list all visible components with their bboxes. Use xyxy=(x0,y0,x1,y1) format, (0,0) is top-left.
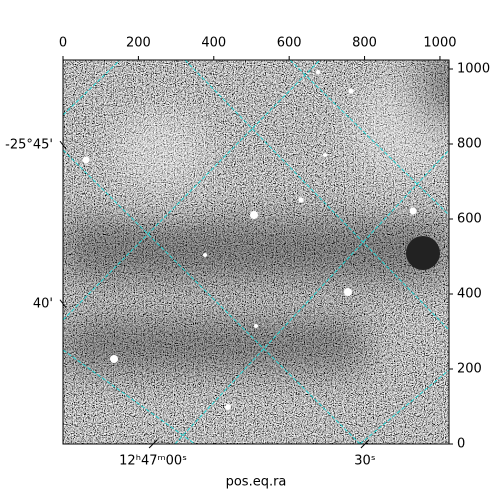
y-tick-label: 0 xyxy=(457,437,465,452)
x-tick-label: 400 xyxy=(201,36,226,51)
dec-tick-label: -25°45' xyxy=(5,138,53,153)
coordinate-grid xyxy=(63,60,449,444)
y-tick-label: 200 xyxy=(457,362,482,377)
x-tick-label: 0 xyxy=(59,36,67,51)
x-tick-label: 200 xyxy=(126,36,151,51)
y-tick-label: 600 xyxy=(457,212,482,227)
y-tick-label: 400 xyxy=(457,287,482,302)
x-tick-label: 1000 xyxy=(423,36,456,51)
y-tick-label: 1000 xyxy=(457,62,490,77)
ra-tick xyxy=(360,439,370,449)
sky-image xyxy=(63,60,449,444)
x-tick-label: 800 xyxy=(352,36,377,51)
ra-tick-label: 12ʰ47ᵐ00ˢ xyxy=(119,454,187,469)
x-tick-label: 600 xyxy=(277,36,302,51)
dec-tick xyxy=(59,140,67,150)
frame xyxy=(62,59,450,445)
y-tick-label: 800 xyxy=(457,137,482,152)
ra-tick-label: 30ˢ xyxy=(354,454,376,469)
dec-tick-label: 40' xyxy=(33,296,53,311)
dec-tick xyxy=(59,299,67,309)
ra-tick xyxy=(148,439,158,449)
x-axis-label: pos.eq.ra xyxy=(226,475,287,490)
